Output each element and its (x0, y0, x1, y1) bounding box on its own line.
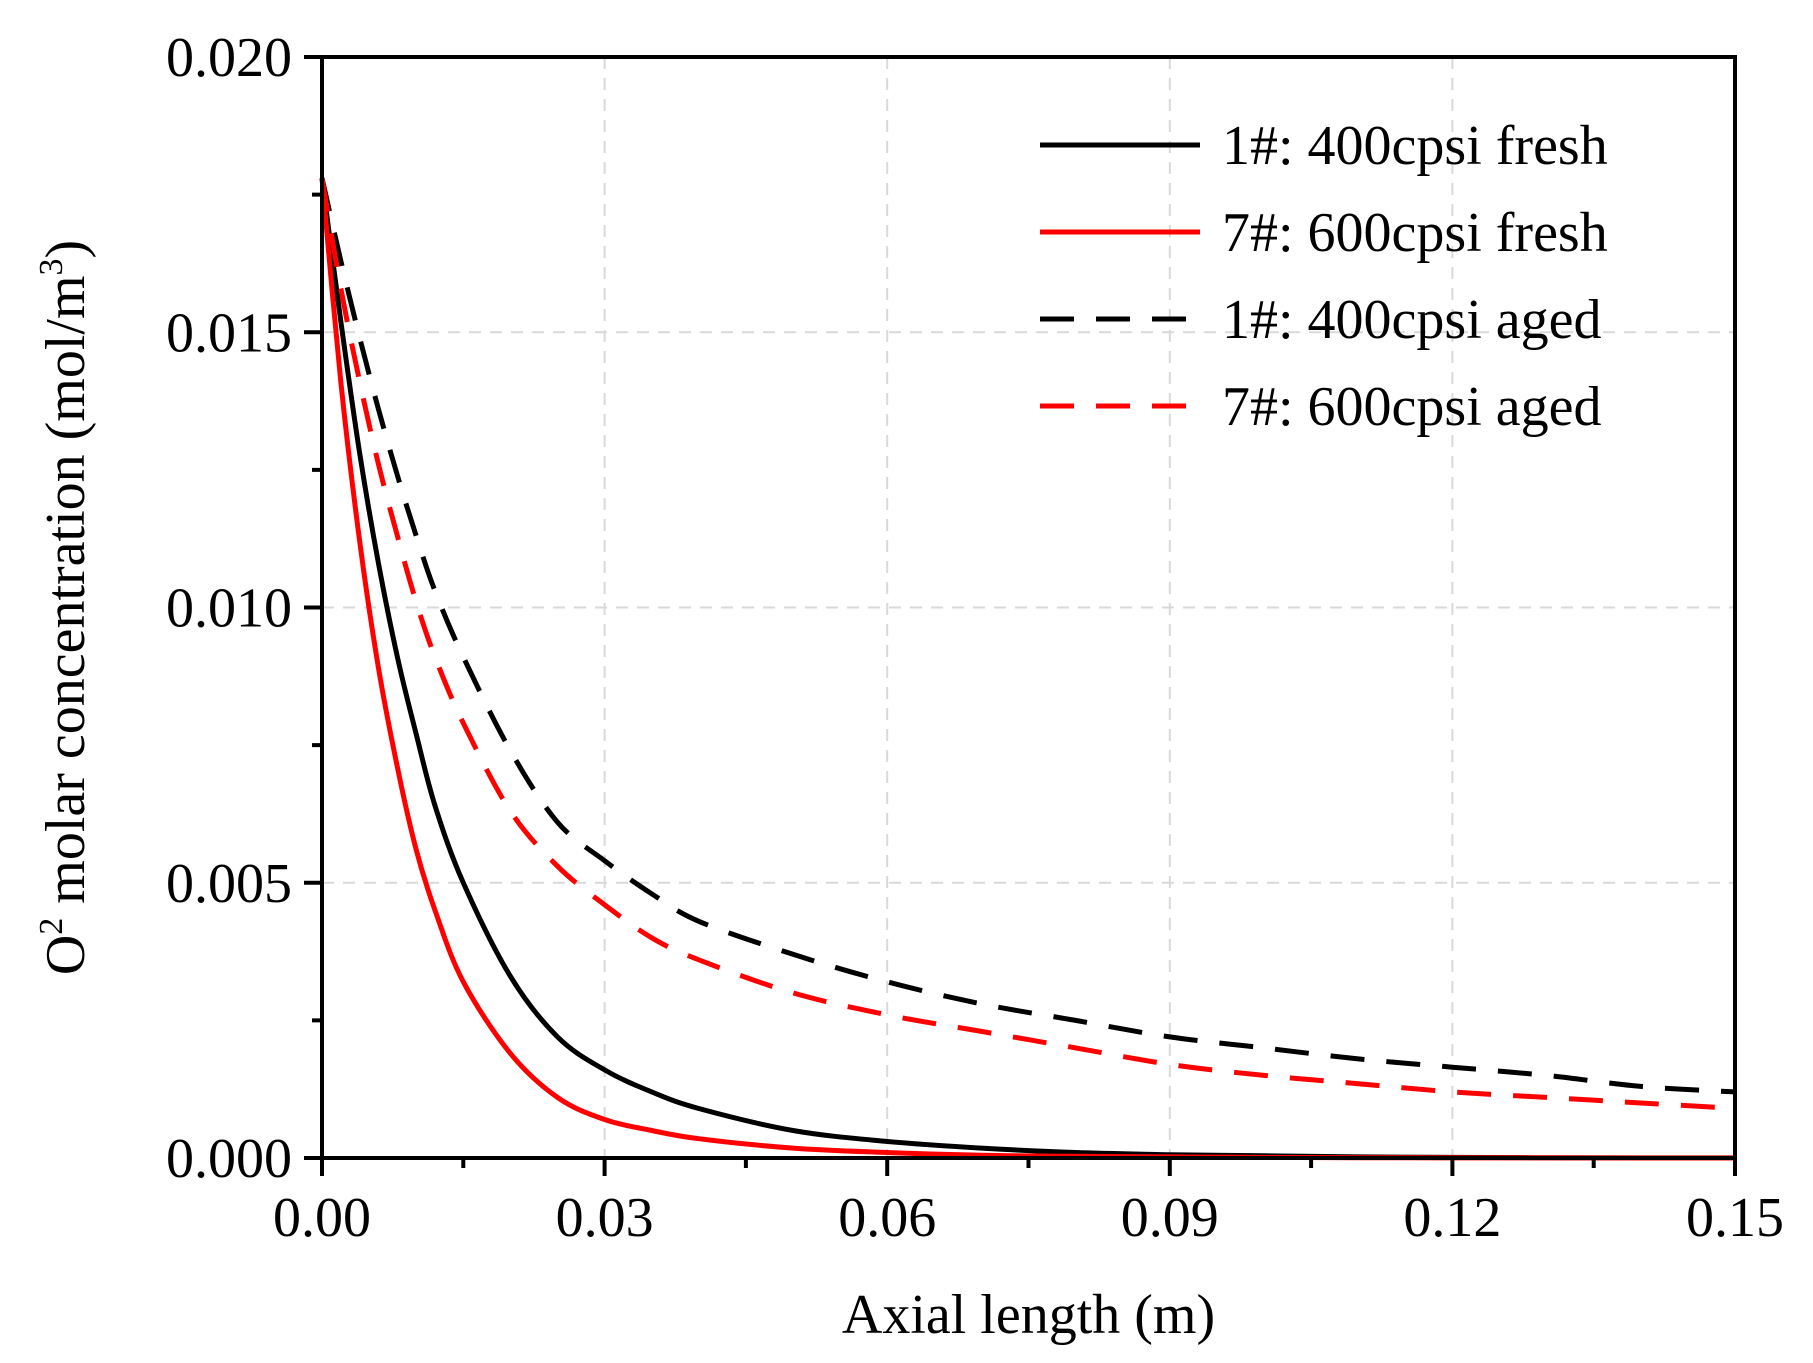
y-tick-labels: 0.000 0.005 0.010 0.015 0.020 (166, 27, 292, 1190)
legend: 1#: 400cpsi fresh 7#: 600cpsi fresh 1#: 40… (1040, 115, 1608, 438)
x-tick-label: 0.03 (556, 1187, 654, 1249)
y-tick-label: 0.015 (166, 302, 292, 364)
legend-label-1: 1#: 400cpsi fresh (1222, 115, 1608, 177)
x-tick-label: 0.06 (838, 1187, 936, 1249)
y-tick-label: 0.005 (166, 853, 292, 915)
series-line-3 (319, 177, 1736, 1095)
y-tick-label: 0.010 (166, 578, 292, 640)
x-axis-title: Axial length (m) (842, 1284, 1215, 1346)
y-axis-title-unit-sup: 3 (33, 258, 70, 275)
y-axis-title-text: molar concentration (mol/m (35, 275, 97, 917)
x-tick-label: 0.15 (1686, 1187, 1784, 1249)
y-axis-title-base: O (35, 935, 97, 975)
x-tick-label: 0.09 (1121, 1187, 1219, 1249)
grid (322, 57, 1735, 1158)
x-tick-label: 0.12 (1403, 1187, 1501, 1249)
y-tick-label: 0.000 (166, 1128, 292, 1190)
series-line-4 (319, 177, 1736, 1111)
axis-ticks (304, 55, 1737, 1176)
legend-label-2: 7#: 600cpsi fresh (1222, 202, 1608, 264)
x-tick-labels: 0.00 0.03 0.06 0.09 0.12 0.15 (273, 1187, 1784, 1249)
y-axis-title-close: ) (35, 240, 97, 259)
y-axis-title-sup: 2 (33, 918, 70, 935)
y-tick-label: 0.020 (166, 27, 292, 89)
x-tick-label: 0.00 (273, 1187, 371, 1249)
legend-label-4: 7#: 600cpsi aged (1222, 376, 1601, 438)
y-axis-title: O2 molar concentration (mol/m3) (33, 240, 97, 975)
legend-label-3: 1#: 400cpsi aged (1222, 289, 1601, 351)
